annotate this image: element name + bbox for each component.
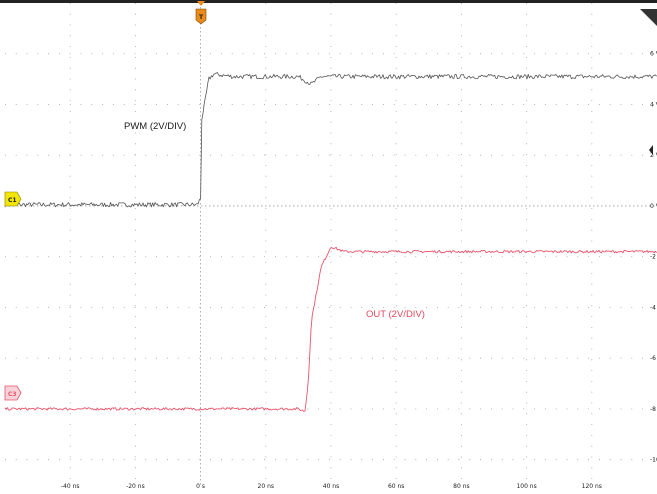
x-tick-label: 120 ns	[582, 483, 602, 490]
trigger-marker-label: T	[199, 14, 204, 21]
y-tick-label: 0 V	[650, 203, 657, 210]
trigger-marker[interactable]: T	[195, 8, 207, 25]
x-tick-label: 0 s	[196, 483, 205, 490]
y-tick-label: -2 V	[650, 254, 657, 261]
ch3-ground-marker[interactable]: C3	[4, 385, 22, 401]
y-tick-label: 2 V	[650, 152, 657, 159]
y-tick-label: 4 V	[650, 101, 657, 108]
x-tick-label: 40 ns	[323, 483, 339, 490]
top-border	[0, 0, 657, 3]
y-tick-label: -4 V	[650, 304, 657, 311]
out-trace-label: OUT (2V/DIV)	[366, 309, 425, 320]
x-tick-label: -40 ns	[61, 483, 80, 490]
right-edge-marker-icon	[649, 145, 653, 155]
y-tick-label: 6 V	[650, 51, 657, 58]
x-tick-label: 100 ns	[516, 483, 536, 490]
trigger-position-icon	[197, 1, 205, 6]
x-tick-label: 80 ns	[453, 483, 469, 490]
out-trace	[4, 246, 657, 412]
x-axis-ticks: -40 ns -20 ns 0 s 20 ns 40 ns 60 ns 80 ns 100 n…	[61, 483, 602, 490]
traces	[4, 72, 657, 412]
y-tick-label: -8 V	[650, 406, 657, 413]
pwm-trace-label: PWM (2V/DIV)	[124, 121, 186, 132]
y-axis-ticks: 6 V 4 V 2 V 0 V -2 V -4 V -6 V -8 V -10 V	[650, 51, 657, 464]
x-tick-label: 60 ns	[388, 483, 404, 490]
y-tick-label: -6 V	[650, 355, 657, 362]
x-tick-label: -20 ns	[126, 483, 145, 490]
pwm-trace	[4, 72, 657, 208]
y-tick-label: -10 V	[650, 457, 657, 464]
corner-indicator-icon	[640, 9, 657, 26]
ch1-marker-label: C1	[8, 197, 17, 204]
ch3-marker-label: C3	[8, 391, 17, 398]
ch1-ground-marker[interactable]: C1	[4, 191, 22, 207]
x-tick-label: 20 ns	[258, 483, 274, 490]
